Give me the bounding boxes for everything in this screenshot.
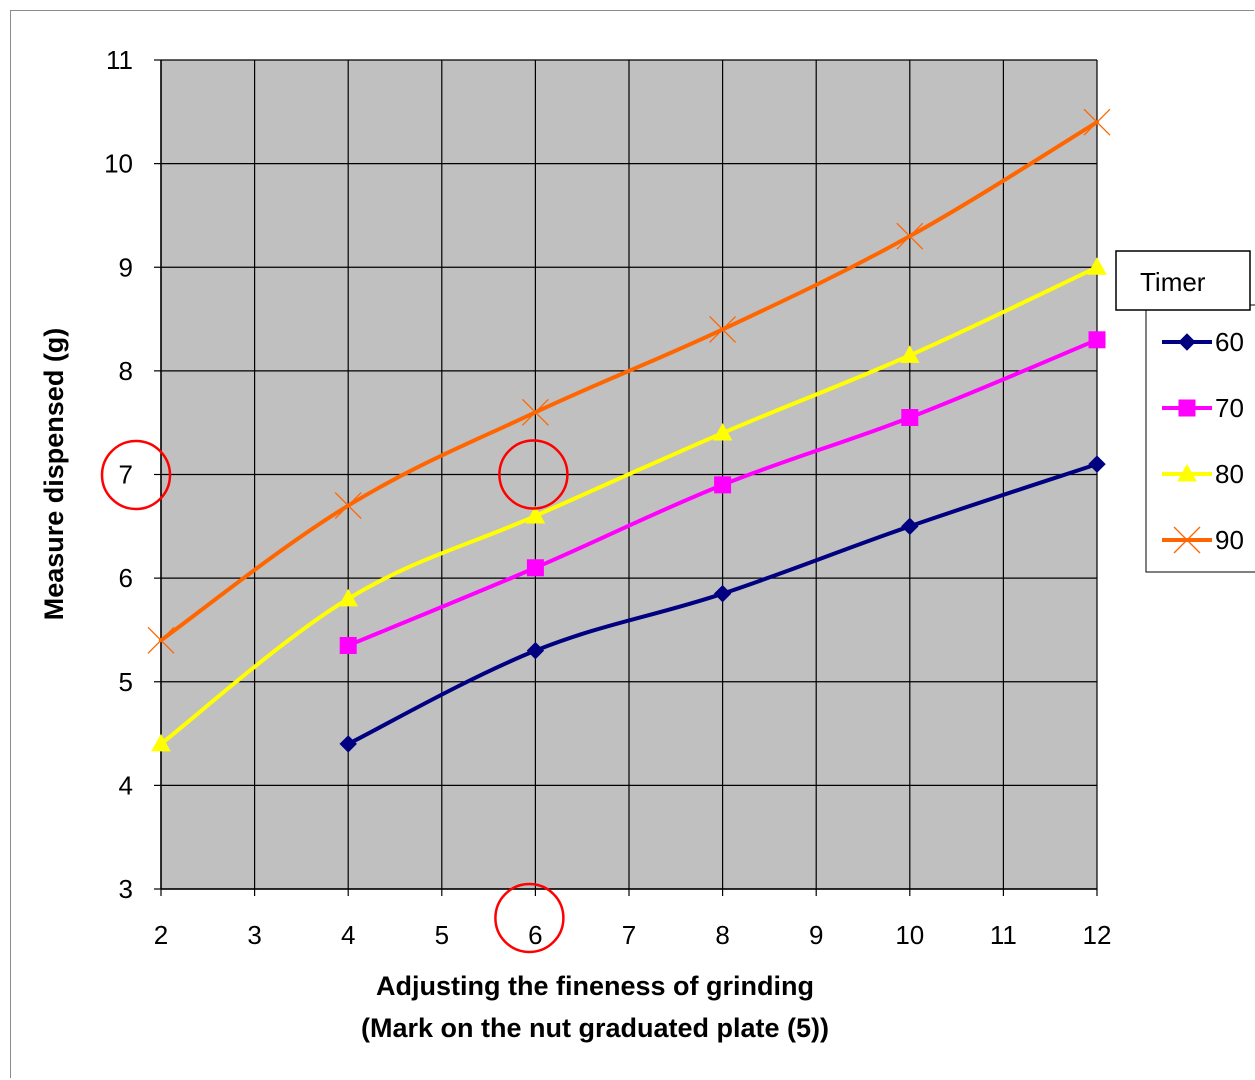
x-tick-label: 5 — [435, 920, 449, 950]
data-point-70 — [901, 409, 919, 427]
legend-label: 90 — [1215, 525, 1244, 555]
annotation-circle-x-tick-6 — [494, 882, 565, 954]
x-tick-label: 11 — [990, 920, 1017, 950]
legend-swatch-marker — [1173, 526, 1201, 554]
data-point-60 — [901, 517, 919, 536]
data-point-90 — [521, 398, 549, 426]
y-tick-label: 7 — [119, 460, 133, 490]
data-point-80 — [1087, 257, 1107, 275]
data-point-80 — [151, 733, 171, 752]
x-tick-label: 2 — [154, 920, 168, 950]
data-point-90 — [709, 315, 737, 343]
legend-swatch-marker — [1177, 463, 1197, 482]
data-point-90 — [147, 626, 175, 654]
y-tick-label: 9 — [119, 252, 133, 282]
series-70 — [339, 331, 1106, 654]
grid-lines — [160, 59, 1098, 890]
series-line-80 — [159, 265, 1099, 746]
data-point-80 — [338, 588, 359, 607]
data-point-60 — [526, 641, 545, 660]
legend: Timer 60 70 80 90 — [1115, 250, 1255, 573]
series-60 — [339, 455, 1106, 753]
legend-label: 60 — [1215, 327, 1244, 357]
data-point-60 — [339, 735, 357, 753]
y-tick-label: 10 — [104, 149, 133, 179]
x-tick-label: 8 — [715, 920, 729, 950]
data-point-90 — [334, 492, 362, 520]
annotation-circle-point — [498, 439, 569, 510]
y-tick-label: 4 — [119, 770, 133, 800]
legend-title: Timer — [1140, 267, 1206, 297]
data-point-90 — [896, 222, 924, 250]
legend-swatch-marker — [1178, 333, 1196, 351]
data-point-70 — [714, 476, 732, 494]
data-point-70 — [526, 559, 544, 577]
legend-title-box — [1115, 250, 1251, 311]
legend-swatch-marker — [1178, 399, 1196, 417]
data-point-80 — [525, 505, 546, 524]
data-point-70 — [339, 636, 357, 654]
data-point-60 — [1088, 455, 1106, 473]
x-tick-label: 7 — [622, 920, 636, 950]
y-tick-label: 5 — [119, 667, 133, 697]
marker-stroke — [1173, 526, 1201, 554]
legend-label: 70 — [1215, 393, 1244, 423]
y-axis-title: Measure dispensed (g) — [39, 328, 69, 621]
y-tick-label: 6 — [119, 563, 133, 593]
x-axis-title-line2: (Mark on the nut graduated plate (5)) — [361, 1013, 829, 1043]
x-tick-label: 12 — [1083, 920, 1112, 950]
data-point-70 — [1088, 331, 1106, 349]
data-point-80 — [899, 345, 920, 363]
marker-stroke — [709, 315, 737, 343]
marker-stroke — [896, 222, 924, 250]
legend-item-80: 80 — [1162, 459, 1244, 489]
data-point-60 — [713, 584, 732, 603]
marker-stroke — [1083, 108, 1111, 136]
annotations — [100, 439, 569, 954]
annotation-circle-y-tick-7 — [100, 439, 172, 511]
legend-item-70: 70 — [1162, 393, 1244, 423]
y-tick-label: 8 — [119, 356, 133, 386]
legend-label: 80 — [1215, 459, 1244, 489]
marker-stroke — [147, 626, 175, 654]
x-tick-label: 3 — [247, 920, 261, 950]
x-tick-label: 10 — [895, 920, 924, 950]
legend-item-60: 60 — [1162, 327, 1244, 357]
series-80 — [151, 257, 1107, 752]
y-tick-label: 11 — [106, 45, 133, 75]
data-point-90 — [1083, 108, 1111, 136]
data-point-80 — [712, 423, 733, 441]
x-tick-label: 6 — [528, 920, 542, 950]
series-90 — [147, 108, 1111, 654]
marker-stroke — [334, 492, 362, 520]
x-tick-label: 9 — [809, 920, 823, 950]
x-axis-title-line1: Adjusting the fineness of grinding — [376, 971, 814, 1001]
series-layer — [147, 108, 1111, 753]
marker-stroke — [521, 398, 549, 426]
x-tick-label: 4 — [341, 920, 355, 950]
y-tick-label: 3 — [119, 874, 133, 904]
series-line-90 — [159, 120, 1099, 643]
legend-item-90: 90 — [1162, 525, 1244, 555]
